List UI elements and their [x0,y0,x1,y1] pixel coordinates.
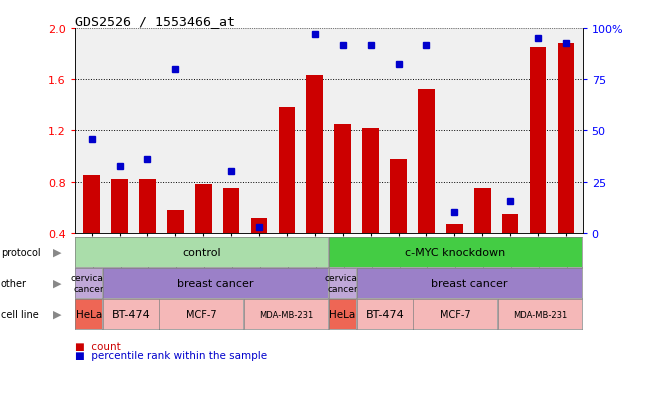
Bar [251,218,268,233]
Bar [446,224,463,233]
Bar [167,210,184,233]
Text: control: control [182,247,221,257]
Text: breast cancer: breast cancer [431,278,508,288]
Text: BT-474: BT-474 [365,309,404,319]
Bar [502,214,518,233]
Bar [83,176,100,233]
Text: GDS2526 / 1553466_at: GDS2526 / 1553466_at [75,15,235,28]
Bar [362,128,379,233]
Text: ▶: ▶ [53,247,62,257]
Text: cervical
cancer: cervical cancer [71,274,106,293]
Text: MCF-7: MCF-7 [440,309,471,319]
Text: protocol: protocol [1,247,40,257]
Text: other: other [1,278,27,288]
Text: cervical
cancer: cervical cancer [325,274,360,293]
Text: MDA-MB-231: MDA-MB-231 [513,310,567,319]
Text: BT-474: BT-474 [111,309,150,319]
Bar [111,180,128,233]
Text: MCF-7: MCF-7 [186,309,217,319]
Text: HeLa: HeLa [76,309,102,319]
Bar [335,125,351,233]
Bar [390,159,407,233]
Text: c-MYC knockdown: c-MYC knockdown [406,247,505,257]
Bar [474,189,491,233]
Text: HeLa: HeLa [329,309,355,319]
Bar [418,90,435,233]
Text: ■  count: ■ count [75,341,120,351]
Bar [223,189,240,233]
Text: ■  percentile rank within the sample: ■ percentile rank within the sample [75,350,267,360]
Text: breast cancer: breast cancer [177,278,254,288]
Text: ▶: ▶ [53,278,62,288]
Bar [139,180,156,233]
Text: cell line: cell line [1,309,38,319]
Bar [279,108,296,233]
Bar [530,48,546,233]
Text: ▶: ▶ [53,309,62,319]
Bar [307,76,323,233]
Bar [557,44,574,233]
Bar [195,185,212,233]
Text: MDA-MB-231: MDA-MB-231 [259,310,313,319]
